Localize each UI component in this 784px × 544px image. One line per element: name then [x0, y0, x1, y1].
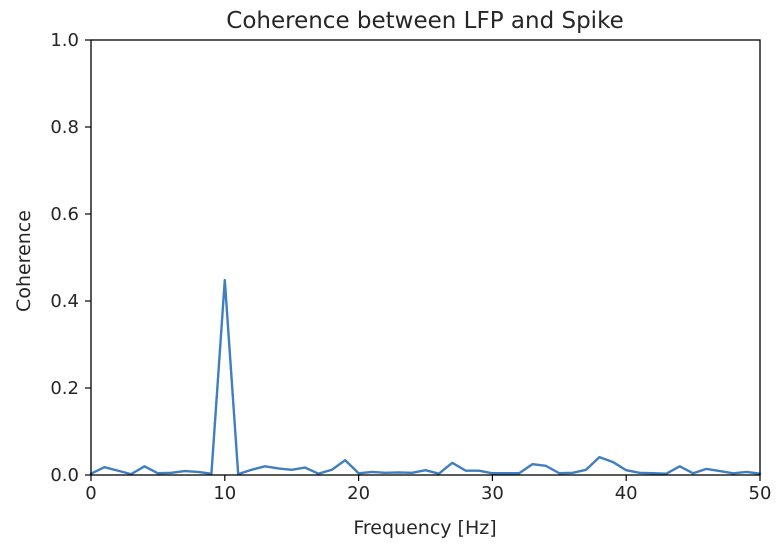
- y-tick-label: 0.6: [50, 204, 79, 225]
- y-axis-label: Coherence: [13, 210, 35, 312]
- x-tick-label: 40: [615, 483, 638, 504]
- x-tick-label: 30: [481, 483, 504, 504]
- chart-title: Coherence between LFP and Spike: [226, 8, 623, 34]
- x-axis-label: Frequency [Hz]: [353, 517, 496, 539]
- x-tick-label: 10: [213, 483, 236, 504]
- plot-area: 0 10 20 30 40 50 0.0 0.2 0.4 0.6 0.8 1.0: [50, 30, 771, 504]
- y-tick-label: 0.0: [50, 465, 79, 486]
- x-tick-label: 0: [85, 483, 96, 504]
- x-tick-label: 50: [749, 483, 772, 504]
- y-tick-label: 0.4: [50, 291, 79, 312]
- series-line-0: [89, 278, 762, 476]
- x-tick-label: 20: [347, 483, 370, 504]
- y-tick-label: 0.2: [50, 378, 79, 399]
- y-tick-label: 0.8: [50, 117, 79, 138]
- axes-frame: [90, 39, 761, 476]
- y-tick-label: 1.0: [50, 30, 79, 51]
